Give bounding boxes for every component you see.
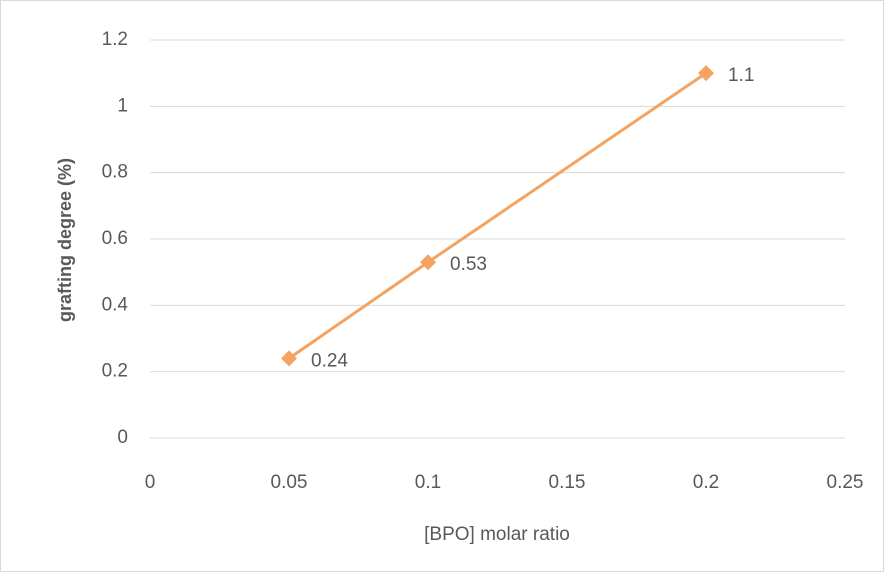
data-label: 0.24 <box>311 350 348 371</box>
marker <box>420 254 436 271</box>
y-tick-label: 1.2 <box>102 29 128 50</box>
x-tick-label: 0.15 <box>549 472 586 493</box>
y-tick-label: 0 <box>117 427 128 448</box>
y-tick-label: 0.8 <box>102 162 128 183</box>
data-label: 0.53 <box>450 254 487 275</box>
x-tick-label: 0.1 <box>415 472 441 493</box>
y-tick-label: 0.6 <box>102 228 128 249</box>
y-axis-label: grafting degree (%) <box>55 158 75 322</box>
y-tick-label: 0.2 <box>102 361 128 382</box>
x-tick-label: 0.25 <box>827 472 864 493</box>
x-tick-label: 0 <box>145 472 156 493</box>
x-tick-label: 0.2 <box>693 472 719 493</box>
x-tick-label: 0.05 <box>271 472 308 493</box>
marker <box>281 350 297 367</box>
y-tick-label: 1 <box>117 95 128 116</box>
y-tick-label: 0.4 <box>102 294 129 315</box>
marker <box>698 65 714 82</box>
x-axis-label: [BPO] molar ratio <box>424 524 570 545</box>
data-label: 1.1 <box>728 65 754 86</box>
